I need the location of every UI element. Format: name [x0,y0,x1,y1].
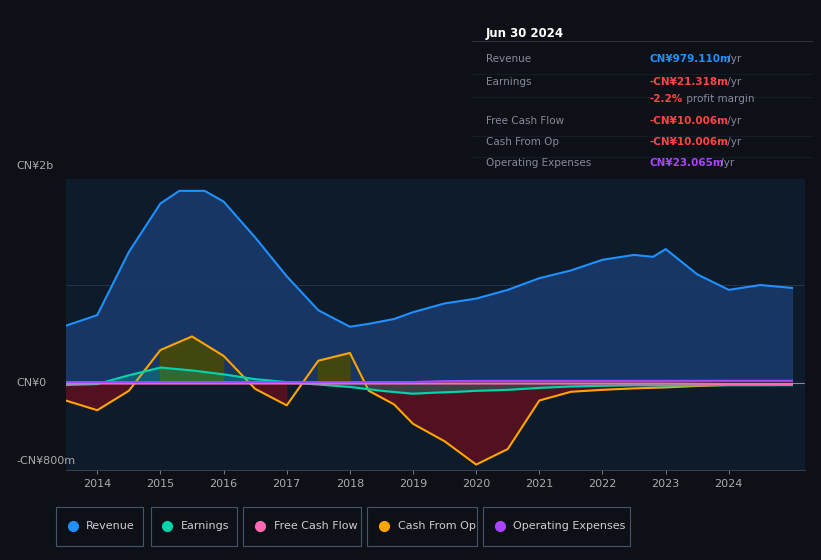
Text: /yr: /yr [724,54,741,64]
Text: Free Cash Flow: Free Cash Flow [486,115,564,125]
Text: Cash From Op: Cash From Op [486,137,559,147]
Text: Cash From Op: Cash From Op [397,521,475,531]
Text: Revenue: Revenue [486,54,531,64]
Text: Operating Expenses: Operating Expenses [513,521,626,531]
Text: /yr: /yr [724,77,741,87]
Text: CN¥23.065m: CN¥23.065m [649,158,724,168]
Text: CN¥979.110m: CN¥979.110m [649,54,732,64]
Text: Earnings: Earnings [181,521,229,531]
Text: profit margin: profit margin [683,95,754,104]
FancyBboxPatch shape [483,507,631,546]
FancyBboxPatch shape [56,507,143,546]
Text: /yr: /yr [718,158,735,168]
FancyBboxPatch shape [367,507,477,546]
Text: -CN¥10.006m: -CN¥10.006m [649,115,728,125]
Text: Jun 30 2024: Jun 30 2024 [486,27,564,40]
Text: -CN¥800m: -CN¥800m [16,456,76,466]
Text: /yr: /yr [724,115,741,125]
Text: -2.2%: -2.2% [649,95,682,104]
FancyBboxPatch shape [244,507,360,546]
Text: Operating Expenses: Operating Expenses [486,158,591,168]
Text: Revenue: Revenue [86,521,135,531]
Text: /yr: /yr [724,137,741,147]
FancyBboxPatch shape [150,507,237,546]
Text: Earnings: Earnings [486,77,531,87]
Text: -CN¥21.318m: -CN¥21.318m [649,77,728,87]
Text: -CN¥10.006m: -CN¥10.006m [649,137,728,147]
Text: CN¥2b: CN¥2b [16,161,53,171]
Text: CN¥0: CN¥0 [16,378,47,388]
Text: Free Cash Flow: Free Cash Flow [273,521,357,531]
